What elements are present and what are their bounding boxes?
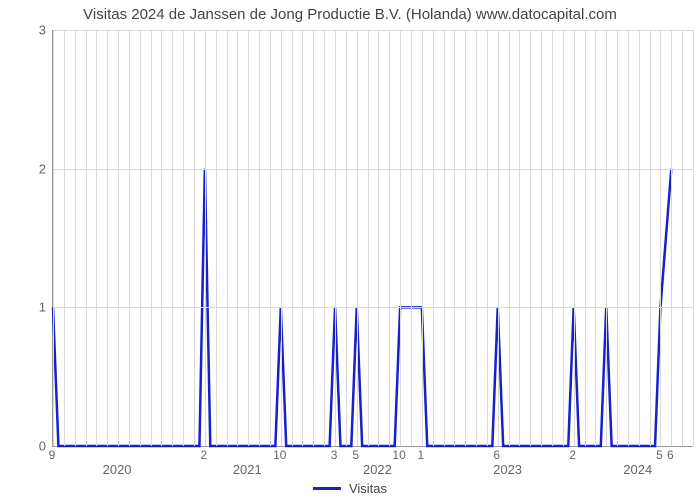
y-tick-label: 1 [16,300,46,315]
value-label: 5 [656,448,663,462]
y-tick-label: 3 [16,23,46,38]
legend: Visitas [313,481,387,496]
value-label: 3 [331,448,338,462]
x-year-label: 2022 [363,462,392,477]
legend-swatch [313,487,341,490]
line-series [53,30,693,446]
x-year-label: 2021 [233,462,262,477]
plot-area [52,30,693,447]
value-label: 2 [569,448,576,462]
value-label: 6 [667,448,674,462]
chart-container: Visitas 2024 de Janssen de Jong Producti… [0,0,700,500]
chart-title: Visitas 2024 de Janssen de Jong Producti… [0,6,700,23]
value-label: 2 [201,448,208,462]
value-label: 9 [49,448,56,462]
x-year-label: 2023 [493,462,522,477]
value-label: 10 [273,448,286,462]
value-label: 1 [417,448,424,462]
value-label: 10 [392,448,405,462]
x-year-label: 2024 [623,462,652,477]
y-tick-label: 2 [16,161,46,176]
y-tick-label: 0 [16,439,46,454]
value-label: 6 [493,448,500,462]
legend-label: Visitas [349,481,387,496]
x-year-label: 2020 [103,462,132,477]
value-label: 5 [352,448,359,462]
